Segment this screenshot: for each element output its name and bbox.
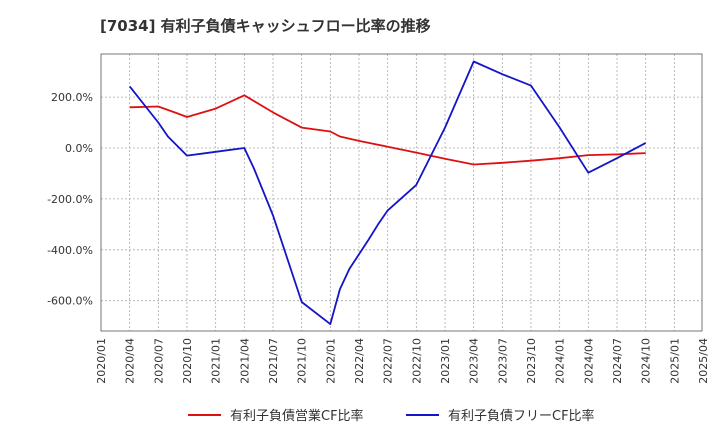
x-tick-label: 2021/07: [267, 338, 280, 384]
plot-area: [100, 53, 703, 332]
grid: [101, 54, 702, 331]
x-tick-label: 2023/07: [496, 338, 509, 384]
x-tick-label: 2022/01: [324, 338, 337, 384]
series-lines: [128, 60, 647, 326]
x-tick-label: 2024/04: [582, 338, 595, 384]
x-tick-label: 2025/04: [697, 338, 710, 384]
series-line-1: [129, 94, 646, 166]
x-tick-label: 2021/10: [296, 338, 309, 384]
x-axis: 2020/01 2020/04 2020/07 2020/10 2021/01 2021/…: [95, 338, 710, 384]
x-tick-label: 2021/01: [210, 338, 223, 384]
x-tick-label: 2024/01: [554, 338, 567, 384]
x-tick-label: 2022/04: [353, 338, 366, 384]
y-tick-label: -400.0%: [47, 244, 93, 257]
x-tick-label: 2020/07: [152, 338, 165, 384]
legend-label-1: 有利子負債営業CF比率: [230, 408, 364, 424]
legend: 有利子負債営業CF比率 有利子負債フリーCF比率: [188, 408, 595, 424]
x-tick-label: 2025/01: [668, 338, 681, 384]
y-tick-label: 200.0%: [51, 91, 93, 104]
x-tick-label: 2022/07: [382, 338, 395, 384]
x-tick-label: 2023/10: [525, 338, 538, 384]
series-line-2: [128, 60, 647, 326]
x-tick-label: 2022/10: [410, 338, 423, 384]
x-tick-label: 2020/04: [124, 338, 137, 384]
x-tick-label: 2020/01: [95, 338, 108, 384]
y-tick-label: -200.0%: [47, 193, 93, 206]
x-tick-label: 2024/10: [640, 338, 653, 384]
x-tick-label: 2020/10: [181, 338, 194, 384]
x-tick-label: 2023/01: [439, 338, 452, 384]
y-axis: 200.0% 0.0% -200.0% -400.0% -600.0%: [47, 91, 93, 308]
y-tick-label: -600.0%: [47, 295, 93, 308]
x-tick-label: 2023/04: [468, 338, 481, 384]
y-tick-label: 0.0%: [65, 142, 93, 155]
legend-label-2: 有利子負債フリーCF比率: [448, 408, 595, 424]
x-tick-label: 2024/07: [611, 338, 624, 384]
chart-title: [7034] 有利子負債キャッシュフロー比率の推移: [100, 17, 431, 35]
x-tick-label: 2021/04: [238, 338, 251, 384]
